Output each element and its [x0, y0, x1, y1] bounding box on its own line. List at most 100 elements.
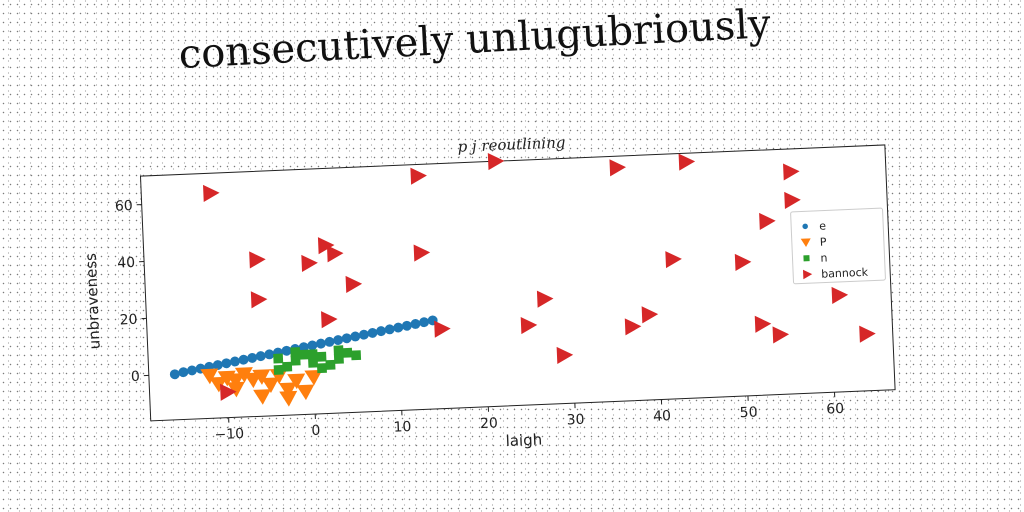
data-point: [410, 319, 421, 329]
data-point: [324, 336, 335, 347]
data-point: [410, 167, 427, 185]
data-point: [609, 159, 626, 177]
y-tick-label: 0: [131, 369, 141, 385]
series-P: [200, 367, 323, 407]
x-tick-label: 30: [566, 412, 584, 429]
x-tick-label: −10: [214, 426, 244, 443]
legend-label: n: [820, 251, 828, 264]
data-point: [307, 340, 318, 351]
data-point: [203, 184, 220, 202]
legend: ePn bannock: [790, 207, 886, 285]
data-point: [220, 383, 237, 401]
data-point: [187, 365, 197, 376]
data-point: [759, 212, 776, 231]
data-point: [556, 346, 574, 364]
data-point: [341, 333, 352, 344]
data-point: [299, 349, 310, 360]
data-point: [413, 244, 431, 262]
data-point: [641, 306, 659, 324]
data-point: [325, 359, 336, 370]
series-bannock: [203, 153, 876, 401]
scatter-chart: p j reoutlining laigh unbraveness −10 0 10…: [82, 133, 896, 451]
data-point: [296, 384, 315, 401]
data-point: [772, 326, 790, 344]
data-point: [384, 324, 395, 335]
data-point: [315, 338, 326, 349]
data-point: [298, 342, 309, 353]
chart-title: p j reoutlining: [457, 133, 566, 156]
data-point: [287, 373, 306, 390]
x-tick-label: 40: [653, 408, 671, 425]
data-point: [536, 290, 554, 308]
data-point: [333, 353, 344, 364]
data-point: [358, 329, 369, 340]
legend-label: bannock: [821, 266, 869, 281]
x-axis-label: laigh: [505, 431, 542, 451]
data-point: [281, 345, 292, 356]
data-point: [178, 367, 189, 378]
data-point: [393, 322, 404, 333]
legend-marker: [800, 238, 811, 248]
series-n: [273, 345, 362, 375]
legend-label: P: [820, 235, 828, 248]
x-tick-label: 60: [826, 401, 844, 418]
data-point: [831, 286, 849, 304]
data-point: [376, 326, 387, 337]
data-point: [273, 353, 284, 364]
data-point: [665, 251, 682, 269]
legend-box: [790, 207, 886, 285]
legend-marker: [802, 269, 813, 280]
data-point: [261, 377, 280, 394]
data-point: [301, 254, 318, 272]
y-tick-label: 40: [117, 255, 135, 272]
data-point: [253, 389, 272, 405]
data-point: [304, 369, 323, 386]
data-point: [678, 153, 696, 171]
data-point: [345, 275, 363, 293]
data-point: [333, 345, 344, 356]
data-point: [367, 327, 378, 338]
data-point: [784, 191, 801, 209]
y-tick-label: 60: [115, 198, 133, 215]
data-point: [350, 331, 361, 342]
data-point: [279, 390, 298, 407]
data-point: [247, 352, 258, 363]
data-point: [734, 253, 752, 271]
plot-area: [139, 144, 896, 422]
data-point: [221, 358, 232, 369]
data-point: [282, 361, 293, 372]
data-point: [316, 351, 327, 362]
data-point: [419, 317, 430, 328]
data-point: [255, 351, 266, 362]
data-point: [316, 363, 327, 374]
data-point: [317, 237, 335, 255]
data-point: [308, 357, 319, 368]
data-point: [487, 153, 505, 171]
chart-container: p j reoutlining laigh unbraveness −10 0 10…: [28, 88, 942, 485]
data-point: [230, 356, 240, 367]
data-point: [238, 354, 249, 365]
data-point: [252, 369, 271, 385]
page-title: consecutively unlugubriously: [177, 1, 772, 79]
data-point: [169, 369, 180, 380]
data-point: [624, 318, 642, 336]
x-tick-label: 10: [393, 419, 411, 436]
data-point: [226, 381, 245, 398]
data-point: [342, 347, 353, 358]
data-point: [351, 350, 362, 361]
data-point: [290, 355, 301, 366]
data-point: [859, 325, 876, 343]
legend-label: e: [819, 219, 827, 232]
data-point: [434, 320, 451, 338]
data-point: [278, 382, 297, 399]
data-point: [754, 315, 772, 333]
data-point: [264, 349, 275, 360]
x-tick-label: 0: [311, 423, 321, 439]
data-point: [250, 291, 268, 309]
data-point: [333, 335, 344, 346]
data-point: [307, 349, 318, 360]
data-point: [326, 245, 344, 263]
data-point: [249, 251, 266, 269]
x-tick-label: 50: [739, 404, 757, 421]
y-axis-label: unbraveness: [82, 253, 104, 350]
